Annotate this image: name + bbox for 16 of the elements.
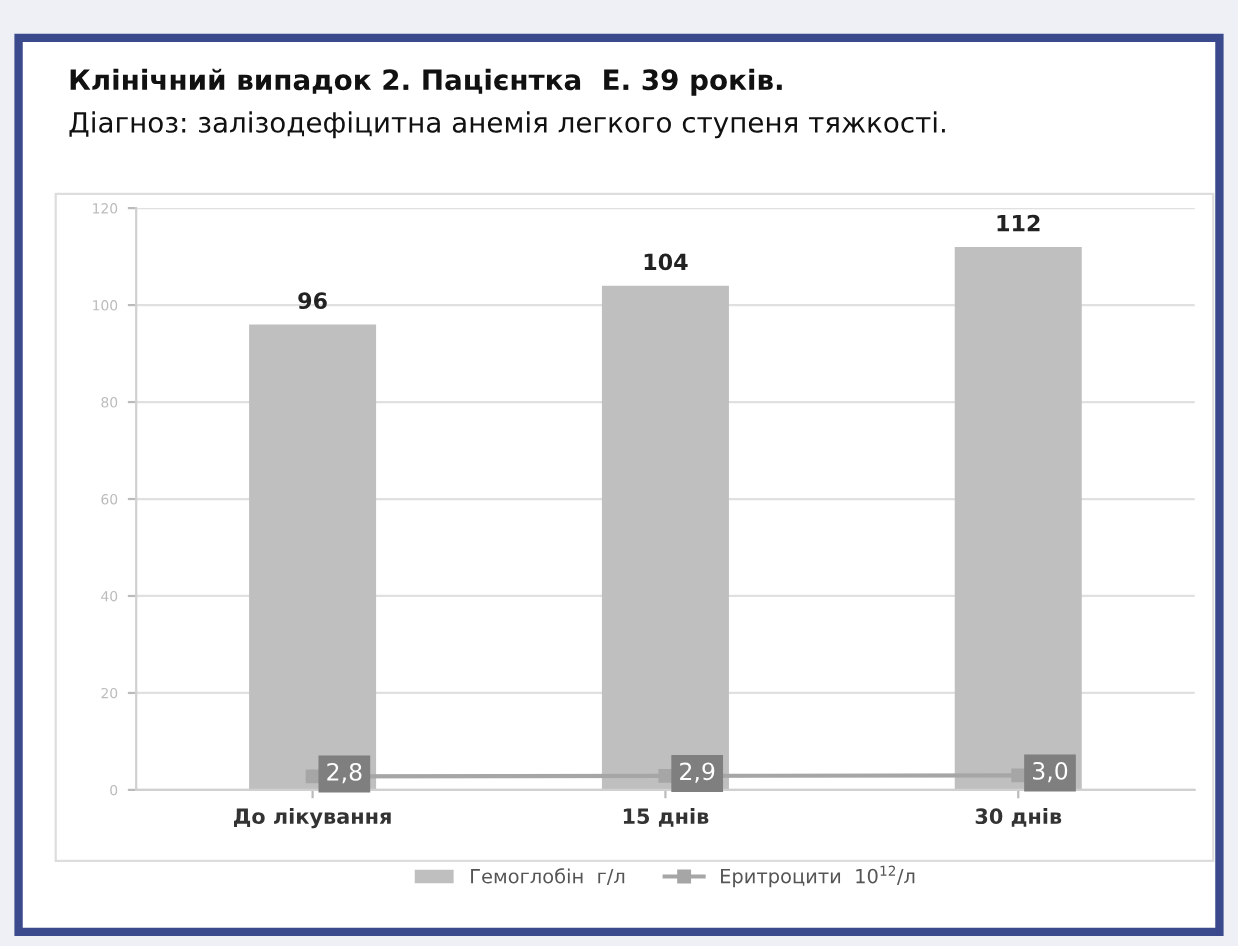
- data-label: 2,9: [680, 762, 715, 783]
- legend-label: Еритроцити 10$^{12}$/л: [721, 865, 915, 888]
- x-tick-label: 15 днів: [623, 807, 709, 827]
- chart-title: Клінічний випадок 2. Пацієнтка Е. 39 років.: [70, 68, 782, 96]
- bar: [249, 324, 377, 790]
- data-label: 112: [997, 214, 1040, 232]
- data-label: 104: [644, 253, 688, 271]
- chart-subtitle: Діагноз: залізодефіцитна анемія легкого ступеня тяжкості.: [69, 111, 945, 139]
- x-tick-label: До лікування: [234, 807, 391, 829]
- bar: [601, 285, 729, 790]
- data-label: 3,0: [1033, 761, 1068, 783]
- bar: [954, 246, 1082, 790]
- legend-label: Гемоглобін г/л: [471, 868, 625, 886]
- x-tick-label: 30 днів: [975, 807, 1062, 827]
- data-label: 2,8: [327, 762, 362, 784]
- data-label: 96: [298, 292, 327, 310]
